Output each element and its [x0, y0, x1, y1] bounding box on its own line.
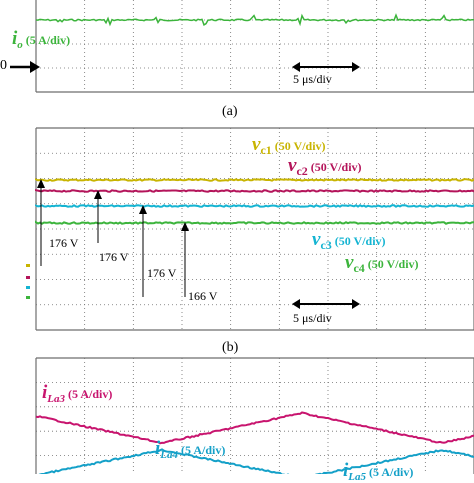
vc2-trace [35, 189, 474, 193]
voltage-annotation-3: 176 V [147, 266, 177, 280]
vc3-subscript: c3 [320, 238, 332, 252]
annotation-arrow-2 [94, 190, 102, 243]
vc2-scale: (50 V/div) [310, 160, 362, 174]
panel-a-grid [35, 0, 474, 93]
panel-b-grid [35, 127, 474, 331]
vc4-trace [35, 220, 474, 225]
voltage-annotation-2: 176 V [99, 250, 129, 264]
voltage-annotation-1: 176 V [49, 236, 79, 250]
vc4-scale: (50 V/div) [367, 257, 419, 271]
annotation-arrow-3 [139, 205, 147, 297]
vc1-trace [35, 178, 474, 182]
vc1-subscript: c1 [260, 143, 272, 157]
vc3-symbol: v [312, 229, 321, 250]
iLa5-scale: (5 A/div) [369, 465, 414, 479]
vc3-scale: (50 V/div) [334, 234, 386, 248]
time-scale-a: 5 μs/div [293, 72, 332, 86]
time-scale-arrow-a [292, 62, 360, 72]
iLa5-subscript: La5 [348, 471, 367, 483]
iLa3-label: iLa3 (5 A/div) [42, 382, 113, 405]
iLa5-label: iLa5 (5 A/div) [343, 460, 414, 483]
zero-marker-label: 0 [0, 58, 7, 73]
io-symbol: i [12, 28, 18, 49]
vc2-label: vc2 (50 V/div) [288, 155, 362, 178]
zero-marker-arrowhead [30, 61, 40, 73]
io-subscript: o [17, 39, 23, 51]
time-scale-b: 5 μs/div [293, 311, 332, 325]
vc2-subscript: c2 [296, 164, 308, 178]
vc3-label: vc3 (50 V/div) [312, 229, 386, 252]
vc4-subscript: c4 [353, 261, 365, 275]
io-scale: (5 A/div) [25, 33, 71, 47]
iLa3-trace [35, 411, 474, 445]
caption-a: (a) [222, 104, 238, 119]
voltage-annotation-4: 166 V [188, 289, 218, 303]
vc4-label: vc4 (50 V/div) [345, 252, 419, 275]
iLa3-scale: (5 A/div) [68, 387, 113, 401]
iLa5-symbol: i [343, 460, 349, 481]
iLa3-symbol: i [42, 382, 48, 403]
annotation-arrow-1 [37, 179, 45, 266]
iLa4-symbol: i [155, 438, 161, 459]
iLa3-subscript: La3 [47, 393, 66, 405]
vc1-label: vc1 (50 V/div) [252, 134, 326, 157]
vc1-symbol: v [252, 134, 261, 155]
vc1-scale: (50 V/div) [274, 139, 326, 153]
channel-markers [26, 264, 30, 299]
vc3-trace [35, 204, 474, 208]
iLa4-trace [38, 448, 474, 474]
iLa4-scale: (5 A/div) [181, 443, 226, 457]
vc4-symbol: v [345, 252, 354, 273]
vc2-symbol: v [288, 155, 297, 176]
annotation-arrow-4 [181, 222, 189, 297]
io-label: io (5 A/div) [12, 28, 71, 51]
time-scale-arrow-b [292, 299, 360, 309]
iLa4-label: iLa4 (5 A/div) [155, 438, 226, 461]
io-trace [35, 13, 474, 27]
iLa4-subscript: La4 [160, 449, 179, 461]
caption-b: (b) [222, 340, 239, 355]
